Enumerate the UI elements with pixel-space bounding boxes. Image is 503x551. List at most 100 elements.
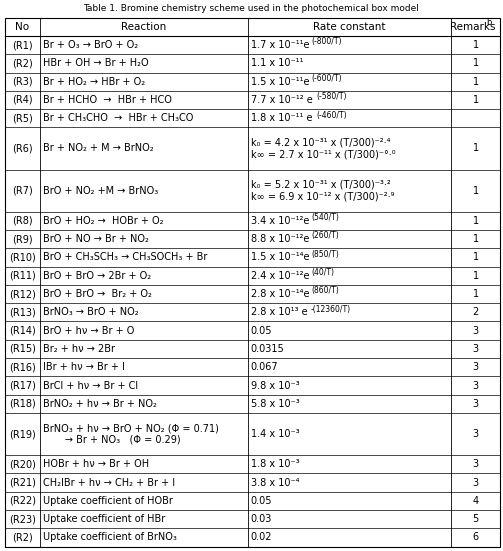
Text: 3: 3 — [473, 326, 479, 336]
Text: 1.1 x 10⁻¹¹: 1.1 x 10⁻¹¹ — [251, 58, 303, 68]
Text: (R6): (R6) — [12, 143, 33, 154]
Text: 0.05: 0.05 — [251, 326, 272, 336]
Text: BrCl + hν → Br + Cl: BrCl + hν → Br + Cl — [43, 381, 138, 391]
Text: 3: 3 — [473, 459, 479, 469]
Text: 7.7 x 10⁻¹² e: 7.7 x 10⁻¹² e — [251, 95, 312, 105]
Text: 0.05: 0.05 — [251, 496, 272, 506]
Text: (-800/T): (-800/T) — [311, 37, 342, 46]
Text: (R22): (R22) — [9, 496, 36, 506]
Text: (R16): (R16) — [9, 362, 36, 372]
Text: (R5): (R5) — [12, 114, 33, 123]
Text: Uptake coefficient of HBr: Uptake coefficient of HBr — [43, 514, 165, 524]
Text: 1: 1 — [473, 95, 479, 105]
Text: 0.067: 0.067 — [251, 362, 279, 372]
Text: b: b — [486, 18, 491, 27]
Text: 0.02: 0.02 — [251, 532, 272, 542]
Text: Br + NO₂ + M → BrNO₂: Br + NO₂ + M → BrNO₂ — [43, 143, 153, 154]
Text: k∞ = 6.9 x 10⁻¹² x (T/300)⁻²·⁹: k∞ = 6.9 x 10⁻¹² x (T/300)⁻²·⁹ — [251, 191, 394, 201]
Text: 1: 1 — [473, 252, 479, 262]
Text: Br₂ + hν → 2Br: Br₂ + hν → 2Br — [43, 344, 115, 354]
Text: HOBr + hν → Br + OH: HOBr + hν → Br + OH — [43, 459, 149, 469]
Text: 6: 6 — [473, 532, 479, 542]
Text: 5.8 x 10⁻³: 5.8 x 10⁻³ — [251, 399, 300, 409]
Text: BrO + CH₃SCH₃ → CH₃SOCH₃ + Br: BrO + CH₃SCH₃ → CH₃SOCH₃ + Br — [43, 252, 207, 262]
Text: 1.7 x 10⁻¹¹e: 1.7 x 10⁻¹¹e — [251, 40, 309, 50]
Text: 3: 3 — [473, 478, 479, 488]
Text: BrO + BrO →  Br₂ + O₂: BrO + BrO → Br₂ + O₂ — [43, 289, 151, 299]
Text: BrNO₂ + hν → Br + NO₂: BrNO₂ + hν → Br + NO₂ — [43, 399, 156, 409]
Text: 1: 1 — [473, 143, 479, 154]
Text: (R8): (R8) — [12, 216, 33, 226]
Text: (R7): (R7) — [12, 186, 33, 196]
Text: BrNO₃ → BrO + NO₂: BrNO₃ → BrO + NO₂ — [43, 307, 138, 317]
Text: (R21): (R21) — [9, 478, 36, 488]
Text: Rate constant: Rate constant — [313, 22, 386, 32]
Text: 1: 1 — [473, 289, 479, 299]
Text: BrNO₃ + hν → BrO + NO₂ (Φ = 0.71): BrNO₃ + hν → BrO + NO₂ (Φ = 0.71) — [43, 423, 219, 433]
Text: 1: 1 — [473, 216, 479, 226]
Text: HBr + OH → Br + H₂O: HBr + OH → Br + H₂O — [43, 58, 148, 68]
Text: Br + CH₃CHO  →  HBr + CH₃CO: Br + CH₃CHO → HBr + CH₃CO — [43, 114, 193, 123]
Text: (860/T): (860/T) — [311, 286, 339, 295]
Text: (R9): (R9) — [12, 234, 33, 244]
Text: (R11): (R11) — [9, 271, 36, 280]
Text: BrO + NO → Br + NO₂: BrO + NO → Br + NO₂ — [43, 234, 148, 244]
Text: 1: 1 — [473, 186, 479, 196]
Text: 3: 3 — [473, 399, 479, 409]
Text: (R4): (R4) — [12, 95, 33, 105]
Text: 1: 1 — [473, 271, 479, 280]
Text: k₀ = 4.2 x 10⁻³¹ x (T/300)⁻²·⁴: k₀ = 4.2 x 10⁻³¹ x (T/300)⁻²·⁴ — [251, 138, 390, 148]
Text: (R2): (R2) — [12, 58, 33, 68]
Text: Uptake coefficient of BrNO₃: Uptake coefficient of BrNO₃ — [43, 532, 177, 542]
Text: 3: 3 — [473, 381, 479, 391]
Text: 9.8 x 10⁻³: 9.8 x 10⁻³ — [251, 381, 299, 391]
Text: 1: 1 — [473, 77, 479, 87]
Text: 5: 5 — [473, 514, 479, 524]
Text: No: No — [15, 22, 30, 32]
Text: (R23): (R23) — [9, 514, 36, 524]
Text: BrO + NO₂ +M → BrNO₃: BrO + NO₂ +M → BrNO₃ — [43, 186, 158, 196]
Text: 3: 3 — [473, 429, 479, 439]
Text: CH₂IBr + hν → CH₂ + Br + I: CH₂IBr + hν → CH₂ + Br + I — [43, 478, 175, 488]
Text: 2.4 x 10⁻¹²e: 2.4 x 10⁻¹²e — [251, 271, 309, 280]
Text: -(12360/T): -(12360/T) — [311, 305, 351, 314]
Text: BrO + hν → Br + O: BrO + hν → Br + O — [43, 326, 134, 336]
Text: 3: 3 — [473, 362, 479, 372]
Text: (R3): (R3) — [12, 77, 33, 87]
Text: 1.5 x 10⁻¹⁴e: 1.5 x 10⁻¹⁴e — [251, 252, 309, 262]
Text: 0.03: 0.03 — [251, 514, 272, 524]
Text: 2.8 x 10⁻¹⁴e: 2.8 x 10⁻¹⁴e — [251, 289, 309, 299]
Text: BrO + HO₂ →  HOBr + O₂: BrO + HO₂ → HOBr + O₂ — [43, 216, 163, 226]
Text: 1.5 x 10⁻¹¹e: 1.5 x 10⁻¹¹e — [251, 77, 309, 87]
Text: (850/T): (850/T) — [311, 250, 339, 258]
Text: 0.0315: 0.0315 — [251, 344, 285, 354]
Text: (40/T): (40/T) — [311, 268, 334, 277]
Text: Remarks: Remarks — [451, 22, 496, 32]
Text: (R10): (R10) — [9, 252, 36, 262]
Text: 3.8 x 10⁻⁴: 3.8 x 10⁻⁴ — [251, 478, 299, 488]
Text: k∞ = 2.7 x 10⁻¹¹ x (T/300)⁻°·⁰: k∞ = 2.7 x 10⁻¹¹ x (T/300)⁻°·⁰ — [251, 149, 395, 159]
Text: → Br + NO₃   (Φ = 0.29): → Br + NO₃ (Φ = 0.29) — [43, 435, 181, 445]
Text: Br + HO₂ → HBr + O₂: Br + HO₂ → HBr + O₂ — [43, 77, 145, 87]
Text: 3: 3 — [473, 344, 479, 354]
Text: 1.4 x 10⁻³: 1.4 x 10⁻³ — [251, 429, 299, 439]
Text: 3.4 x 10⁻¹²e: 3.4 x 10⁻¹²e — [251, 216, 309, 226]
Text: (260/T): (260/T) — [311, 231, 339, 240]
Text: IBr + hν → Br + I: IBr + hν → Br + I — [43, 362, 125, 372]
Text: Br + O₃ → BrO + O₂: Br + O₃ → BrO + O₂ — [43, 40, 138, 50]
Text: Uptake coefficient of HOBr: Uptake coefficient of HOBr — [43, 496, 173, 506]
Text: (R19): (R19) — [9, 429, 36, 439]
Text: (540/T): (540/T) — [311, 213, 339, 222]
Text: (R2): (R2) — [12, 532, 33, 542]
Text: 1: 1 — [473, 234, 479, 244]
Text: (R1): (R1) — [12, 40, 33, 50]
Text: (R12): (R12) — [9, 289, 36, 299]
Text: (R18): (R18) — [9, 399, 36, 409]
Text: k₀ = 5.2 x 10⁻³¹ x (T/300)⁻³·²: k₀ = 5.2 x 10⁻³¹ x (T/300)⁻³·² — [251, 180, 390, 190]
Text: 2.8 x 10¹³ e: 2.8 x 10¹³ e — [251, 307, 307, 317]
Text: 8.8 x 10⁻¹²e: 8.8 x 10⁻¹²e — [251, 234, 309, 244]
Text: BrO + BrO → 2Br + O₂: BrO + BrO → 2Br + O₂ — [43, 271, 151, 280]
Text: 1.8 x 10⁻¹¹ e: 1.8 x 10⁻¹¹ e — [251, 114, 312, 123]
Text: (R20): (R20) — [9, 459, 36, 469]
Text: 1: 1 — [473, 40, 479, 50]
